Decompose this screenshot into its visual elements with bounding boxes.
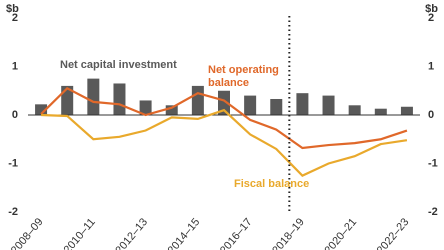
series-label: Fiscal balance bbox=[234, 178, 309, 190]
y-tick-label: -1 bbox=[8, 157, 18, 169]
bar bbox=[322, 95, 335, 115]
x-tick-label: 2020–21 bbox=[322, 216, 359, 250]
bar bbox=[35, 104, 48, 115]
y2-tick-label: 0 bbox=[428, 109, 434, 121]
bar bbox=[61, 85, 74, 115]
bar bbox=[218, 90, 230, 115]
bar bbox=[191, 85, 204, 115]
y2-tick-label: 1 bbox=[428, 60, 434, 72]
y-tick-label: 1 bbox=[12, 60, 18, 72]
bar bbox=[400, 106, 413, 115]
y-tick-label: -2 bbox=[8, 206, 18, 218]
bar bbox=[87, 78, 100, 115]
bar bbox=[165, 105, 178, 115]
bar bbox=[296, 93, 309, 115]
line bbox=[40, 86, 408, 150]
series-label: Net operating balance bbox=[208, 64, 279, 89]
bar bbox=[374, 108, 387, 115]
x-tick-label: 2014–15 bbox=[166, 216, 203, 250]
x-tick-label: 2022–23 bbox=[375, 216, 412, 250]
series-label: Net capital investment bbox=[60, 59, 177, 71]
bar bbox=[244, 95, 257, 115]
y-tick-label: 2 bbox=[12, 12, 18, 24]
y2-axis-label: $b bbox=[425, 3, 438, 15]
x-tick-label: 2012–13 bbox=[113, 216, 150, 250]
x-tick-label: 2008–09 bbox=[9, 216, 46, 250]
bar bbox=[139, 100, 152, 115]
y-axis-label: $b bbox=[6, 3, 19, 15]
x-tick-label: 2016–17 bbox=[218, 216, 255, 250]
y-tick-label: 0 bbox=[12, 109, 18, 121]
y2-tick-label: 2 bbox=[428, 12, 434, 24]
x-tick-label: 2010–11 bbox=[62, 216, 98, 250]
bar bbox=[113, 83, 126, 115]
y2-tick-label: -2 bbox=[428, 206, 438, 218]
bar bbox=[270, 98, 283, 115]
y2-tick-label: -1 bbox=[428, 157, 438, 169]
line bbox=[41, 108, 408, 177]
bar bbox=[348, 105, 361, 115]
x-tick-label: 2018–19 bbox=[270, 216, 307, 250]
